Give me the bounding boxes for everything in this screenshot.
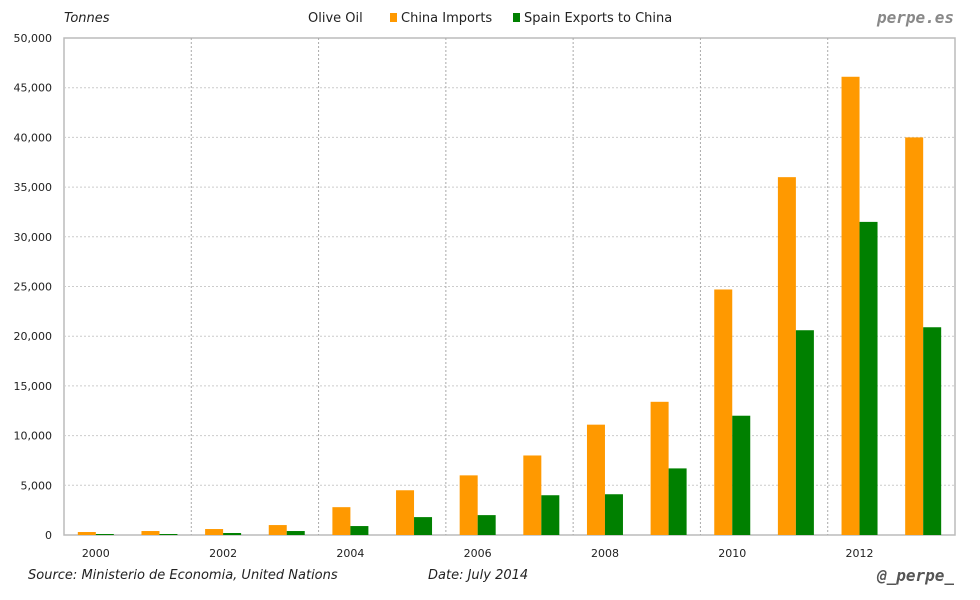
handle: @_perpe_ — [876, 566, 954, 585]
y-tick-label: 30,000 — [14, 231, 53, 244]
x-tick-label: 2006 — [464, 547, 492, 560]
bar-china-imports — [905, 137, 924, 535]
bar-china-imports — [777, 177, 796, 535]
legend-label-imports: China Imports — [401, 11, 493, 26]
bar-spain-exports — [795, 330, 814, 535]
y-tick-label: 40,000 — [14, 131, 53, 144]
bar-spain-exports — [668, 468, 687, 535]
bar-spain-exports — [95, 534, 114, 535]
y-tick-label: 50,000 — [14, 32, 53, 45]
bar-spain-exports — [414, 517, 433, 535]
date-note: Date: July 2014 — [428, 568, 529, 583]
legend-swatch-exports — [513, 13, 520, 22]
bar-spain-exports — [223, 533, 242, 535]
bar-china-imports — [268, 525, 287, 535]
y-tick-label: 5,000 — [21, 479, 53, 492]
y-tick-label: 35,000 — [14, 181, 53, 194]
y-unit-label: Tonnes — [64, 11, 110, 26]
bar-spain-exports — [732, 415, 751, 535]
legend-imports: China Imports — [390, 11, 492, 26]
bar-spain-exports — [923, 327, 942, 535]
bar-spain-exports — [159, 534, 178, 535]
bar-china-imports — [714, 289, 733, 535]
bar-china-imports — [523, 455, 542, 535]
bar-spain-exports — [350, 526, 369, 535]
bar-china-imports — [650, 401, 669, 535]
source-note: Source: Ministerio de Economia, United N… — [28, 568, 338, 583]
y-tick-label: 20,000 — [14, 330, 53, 343]
bar-china-imports — [841, 76, 860, 536]
bar-spain-exports — [286, 531, 305, 535]
bar-spain-exports — [477, 515, 496, 535]
bar-spain-exports — [859, 221, 878, 535]
x-tick-label: 2010 — [718, 547, 746, 560]
y-tick-label: 45,000 — [14, 82, 53, 95]
bar-spain-exports — [541, 495, 560, 535]
bar-china-imports — [205, 529, 224, 535]
legend-label-exports: Spain Exports to China — [524, 11, 673, 26]
y-tick-label: 15,000 — [14, 380, 53, 393]
y-tick-label: 0 — [45, 529, 52, 542]
x-tick-label: 2004 — [336, 547, 364, 560]
bar-china-imports — [77, 532, 96, 535]
x-tick-label: 2012 — [846, 547, 874, 560]
x-tick-label: 2002 — [209, 547, 237, 560]
x-tick-label: 2000 — [82, 547, 110, 560]
y-tick-label: 10,000 — [14, 430, 53, 443]
legend-exports: Spain Exports to China — [513, 11, 672, 26]
bar-china-imports — [459, 475, 478, 535]
bar-spain-exports — [604, 494, 623, 535]
chart-title: Olive Oil — [308, 11, 363, 26]
bar-china-imports — [396, 490, 415, 535]
bar-china-imports — [141, 531, 160, 535]
x-tick-label: 2008 — [591, 547, 619, 560]
brand-logo: perpe.es — [876, 8, 954, 27]
bar-china-imports — [586, 424, 605, 535]
bar-china-imports — [332, 507, 351, 535]
y-tick-label: 25,000 — [14, 281, 53, 294]
legend-swatch-imports — [390, 13, 397, 22]
